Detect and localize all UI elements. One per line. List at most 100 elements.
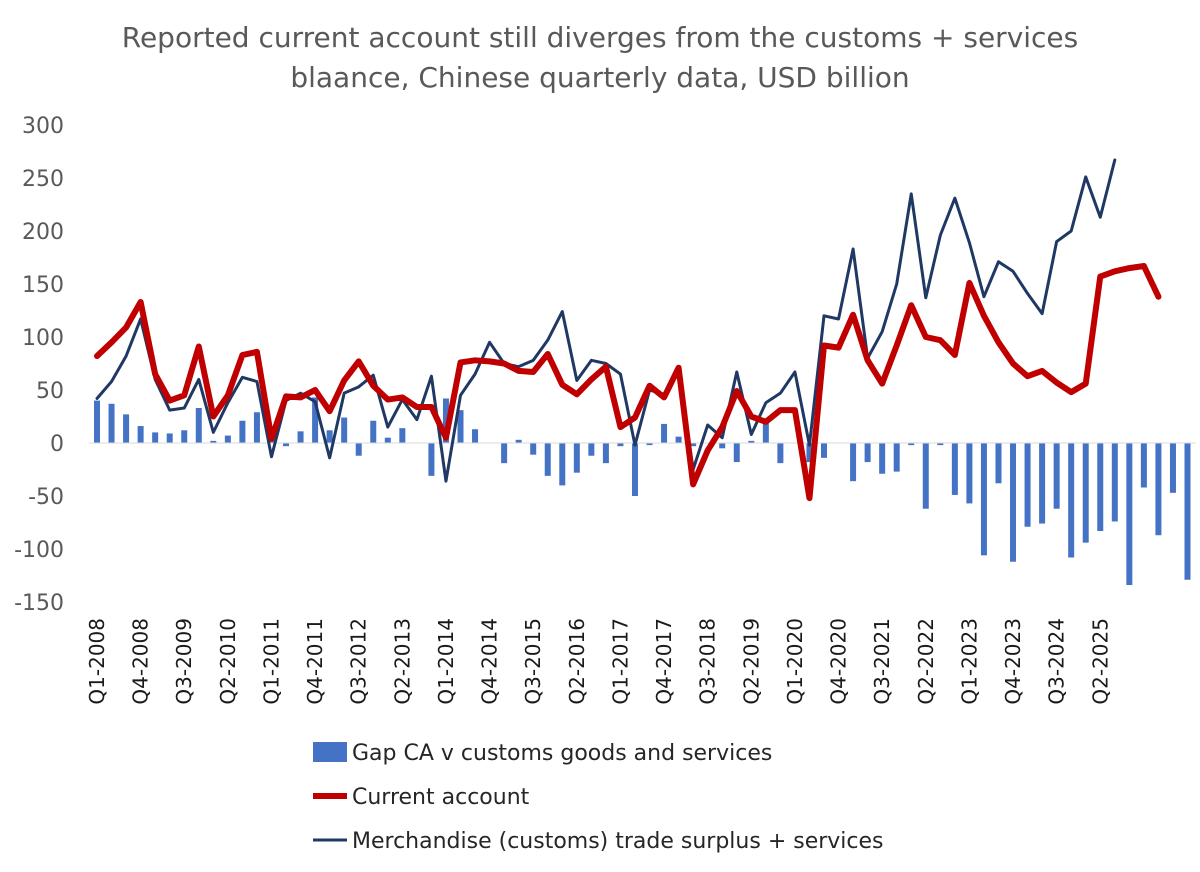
gap-bar — [239, 420, 246, 443]
legend-label-merchandise: Merchandise (customs) trade surplus + se… — [352, 829, 884, 854]
gap-bar — [1039, 443, 1046, 524]
x-tick-label: Q1-2017 — [608, 618, 632, 705]
gap-bar — [108, 403, 115, 443]
gap-bar — [1082, 443, 1089, 543]
gap-bar — [951, 443, 958, 495]
gap-bar — [675, 436, 682, 443]
gap-bar — [399, 428, 406, 443]
y-tick-label: 100 — [22, 326, 64, 351]
gap-bar — [341, 417, 348, 443]
x-tick-label: Q4-2011 — [303, 618, 327, 705]
gap-bar — [864, 443, 871, 463]
gap-bars — [94, 397, 1191, 586]
legend-item-merchandise: Merchandise (customs) trade surplus + se… — [313, 829, 884, 854]
y-tick-label: 200 — [22, 220, 64, 245]
legend-item-gap: Gap CA v customs goods and services — [313, 741, 772, 766]
gap-bar — [893, 443, 900, 472]
gap-bar — [1169, 443, 1176, 493]
x-tick-label: Q2-2010 — [216, 618, 240, 705]
gap-bar — [762, 421, 769, 443]
y-tick-label: -50 — [28, 485, 64, 510]
gap-bar — [617, 443, 624, 447]
gap-bar — [602, 443, 609, 464]
gap-bar — [283, 443, 290, 447]
legend: Gap CA v customs goods and services Curr… — [313, 741, 884, 854]
gap-bar — [1053, 443, 1060, 509]
gap-bar — [748, 440, 755, 443]
legend-item-current-account: Current account — [313, 785, 530, 810]
gap-bar — [312, 397, 319, 443]
gap-bar — [297, 431, 304, 443]
gap-bar — [544, 443, 551, 476]
gap-bar — [123, 414, 130, 443]
gap-bar — [980, 443, 987, 556]
x-tick-label: Q2-2013 — [390, 618, 414, 705]
gap-bar — [253, 412, 260, 443]
x-tick-label: Q1-2020 — [783, 618, 807, 705]
y-tick-label: -150 — [14, 591, 64, 616]
chart-title-line-1: Reported current account still diverges … — [122, 21, 1079, 54]
current-account-line — [94, 262, 1162, 502]
gap-bar — [690, 443, 697, 447]
gap-bar — [559, 443, 566, 486]
x-tick-label: Q3-2024 — [1045, 618, 1069, 705]
x-tick-label: Q3-2018 — [696, 618, 720, 705]
y-tick-label: -100 — [14, 538, 64, 563]
gap-bar — [922, 443, 929, 509]
gap-bar — [588, 443, 595, 456]
gap-bar — [1068, 443, 1075, 558]
gap-bar — [573, 443, 580, 473]
y-tick-label: 300 — [22, 114, 64, 139]
gap-bar — [152, 432, 159, 443]
y-tick-label: 250 — [22, 167, 64, 192]
gap-bar — [370, 420, 377, 443]
gap-bar — [879, 443, 886, 474]
gap-bar — [995, 443, 1002, 484]
gap-bar — [1126, 443, 1133, 586]
gap-bar — [1111, 443, 1118, 522]
gap-bar — [646, 443, 653, 446]
chart-title-line-2: blaance, Chinese quarterly data, USD bil… — [290, 61, 909, 94]
gap-bar — [1184, 443, 1191, 580]
x-tick-label: Q3-2009 — [172, 618, 196, 705]
gap-bar — [1155, 443, 1162, 536]
gap-bar — [457, 410, 464, 443]
merchandise-line — [95, 158, 1117, 483]
gap-bar — [355, 443, 362, 456]
gap-bar — [181, 430, 188, 443]
gap-bar — [966, 443, 973, 504]
x-tick-label: Q3-2015 — [521, 618, 545, 705]
gap-bar — [806, 443, 813, 463]
gap-bar — [224, 435, 231, 443]
x-tick-label: Q1-2008 — [85, 618, 109, 705]
gap-bar — [137, 426, 144, 443]
x-tick-label: Q4-2020 — [827, 618, 851, 705]
x-tick-label: Q3-2012 — [347, 618, 371, 705]
gap-bar — [210, 440, 217, 443]
gap-bar — [428, 443, 435, 476]
gap-bar — [1024, 443, 1031, 527]
legend-swatch-gap — [313, 742, 347, 762]
y-tick-label: 150 — [22, 273, 64, 298]
gap-bar — [1010, 443, 1017, 562]
gap-bar — [719, 443, 726, 449]
x-tick-label: Q4-2008 — [129, 618, 153, 705]
x-tick-label: Q2-2016 — [565, 618, 589, 705]
gap-bar — [195, 408, 202, 443]
x-tick-label: Q1-2023 — [957, 618, 981, 705]
y-axis: 300 250 200 150 100 50 0 -50 -100 -150 — [14, 114, 64, 616]
x-tick-label: Q3-2021 — [870, 618, 894, 705]
series-lines — [94, 158, 1162, 502]
gap-bar — [631, 443, 638, 496]
x-tick-label: Q4-2023 — [1001, 618, 1025, 705]
gap-bar — [733, 443, 740, 463]
y-tick-label: 0 — [50, 432, 64, 457]
legend-label-gap: Gap CA v customs goods and services — [352, 741, 772, 766]
x-axis: Q1-2008 Q4-2008 Q3-2009 Q2-2010 Q1-2011 Q4-20… — [85, 618, 1112, 705]
gap-bar — [384, 437, 391, 443]
gap-bar — [472, 429, 479, 443]
gap-bar — [850, 443, 857, 482]
gap-bar — [777, 443, 784, 464]
x-tick-label: Q1-2014 — [434, 618, 458, 705]
